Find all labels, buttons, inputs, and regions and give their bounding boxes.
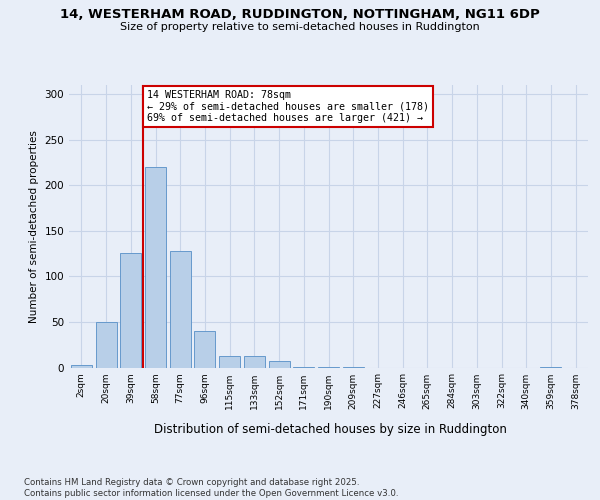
Text: 14, WESTERHAM ROAD, RUDDINGTON, NOTTINGHAM, NG11 6DP: 14, WESTERHAM ROAD, RUDDINGTON, NOTTINGH… xyxy=(60,8,540,20)
Y-axis label: Number of semi-detached properties: Number of semi-detached properties xyxy=(29,130,39,322)
Bar xyxy=(541,366,562,368)
Bar xyxy=(170,251,191,368)
Text: Size of property relative to semi-detached houses in Ruddington: Size of property relative to semi-detach… xyxy=(120,22,480,32)
Text: 14 WESTERHAM ROAD: 78sqm
← 29% of semi-detached houses are smaller (178)
69% of : 14 WESTERHAM ROAD: 78sqm ← 29% of semi-d… xyxy=(147,90,429,123)
Bar xyxy=(244,356,265,368)
Bar xyxy=(95,322,116,368)
Bar xyxy=(71,365,92,368)
Bar xyxy=(293,366,314,368)
Bar xyxy=(269,361,290,368)
Text: Distribution of semi-detached houses by size in Ruddington: Distribution of semi-detached houses by … xyxy=(154,422,506,436)
Text: Contains HM Land Registry data © Crown copyright and database right 2025.
Contai: Contains HM Land Registry data © Crown c… xyxy=(24,478,398,498)
Bar xyxy=(343,366,364,368)
Bar xyxy=(145,167,166,368)
Bar xyxy=(194,331,215,368)
Bar xyxy=(120,252,141,368)
Bar xyxy=(219,356,240,368)
Bar xyxy=(318,366,339,368)
